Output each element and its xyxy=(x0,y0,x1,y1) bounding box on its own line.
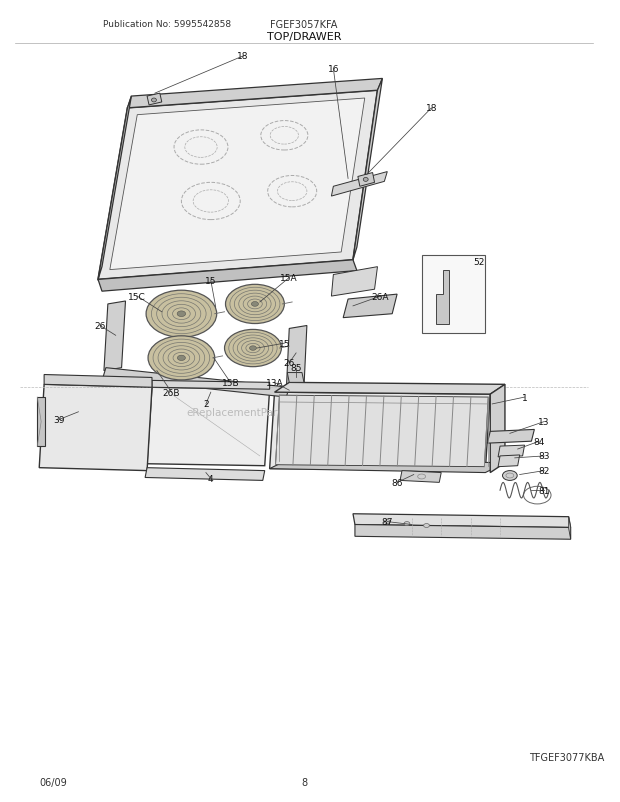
Text: 84: 84 xyxy=(534,437,545,446)
Polygon shape xyxy=(110,99,365,270)
Ellipse shape xyxy=(226,285,285,324)
Text: 81: 81 xyxy=(538,486,550,495)
Polygon shape xyxy=(98,91,378,280)
Polygon shape xyxy=(270,460,505,473)
Text: TOP/DRAWER: TOP/DRAWER xyxy=(267,32,341,43)
Polygon shape xyxy=(355,525,570,540)
Text: 85: 85 xyxy=(290,363,302,373)
Text: 8: 8 xyxy=(301,777,307,788)
Ellipse shape xyxy=(423,524,430,528)
Text: 15B: 15B xyxy=(221,379,239,387)
Polygon shape xyxy=(104,302,125,371)
Polygon shape xyxy=(332,172,388,196)
Polygon shape xyxy=(490,385,505,473)
Polygon shape xyxy=(343,295,397,318)
Ellipse shape xyxy=(148,336,215,380)
Text: 87: 87 xyxy=(381,517,393,526)
Polygon shape xyxy=(147,388,270,466)
Polygon shape xyxy=(147,94,162,106)
Text: eReplacementParts.com: eReplacementParts.com xyxy=(187,407,313,417)
Ellipse shape xyxy=(251,302,259,307)
Text: 83: 83 xyxy=(538,452,550,461)
Polygon shape xyxy=(128,79,383,109)
Polygon shape xyxy=(275,383,505,395)
Polygon shape xyxy=(103,368,290,398)
Text: 26A: 26A xyxy=(371,292,389,302)
Polygon shape xyxy=(275,395,489,467)
Ellipse shape xyxy=(224,330,281,367)
Text: 15: 15 xyxy=(205,277,216,286)
Polygon shape xyxy=(332,267,378,297)
Ellipse shape xyxy=(404,522,410,526)
Text: 15A: 15A xyxy=(280,273,298,282)
Ellipse shape xyxy=(177,356,185,361)
Polygon shape xyxy=(400,471,441,483)
Polygon shape xyxy=(498,456,520,467)
Polygon shape xyxy=(358,173,374,187)
Ellipse shape xyxy=(177,311,185,317)
Text: 86: 86 xyxy=(391,478,403,488)
Ellipse shape xyxy=(384,520,390,524)
Text: 18: 18 xyxy=(237,52,249,61)
Polygon shape xyxy=(286,326,307,391)
Text: 1: 1 xyxy=(521,393,528,402)
Polygon shape xyxy=(145,468,265,481)
Polygon shape xyxy=(37,398,45,447)
Text: 16: 16 xyxy=(327,65,339,74)
Polygon shape xyxy=(287,373,304,383)
Text: 52: 52 xyxy=(473,258,484,267)
Text: 13A: 13A xyxy=(266,379,283,387)
Text: 26: 26 xyxy=(94,322,105,330)
Text: 4: 4 xyxy=(208,474,214,484)
Polygon shape xyxy=(98,261,357,292)
Text: 82: 82 xyxy=(539,467,550,476)
Text: 15C: 15C xyxy=(128,292,146,302)
Text: 15: 15 xyxy=(278,339,290,348)
Polygon shape xyxy=(569,517,570,540)
Text: 26: 26 xyxy=(283,358,295,368)
Text: 26B: 26B xyxy=(163,388,180,397)
Polygon shape xyxy=(487,430,534,444)
Polygon shape xyxy=(353,514,570,528)
Polygon shape xyxy=(44,375,152,388)
Text: FGEF3057KFA: FGEF3057KFA xyxy=(270,19,338,30)
Ellipse shape xyxy=(363,178,368,182)
Polygon shape xyxy=(152,381,270,390)
Polygon shape xyxy=(98,97,131,280)
Text: 18: 18 xyxy=(426,104,437,113)
Bar xyxy=(422,256,485,334)
Text: TFGEF3077KBA: TFGEF3077KBA xyxy=(529,752,604,762)
Text: 39: 39 xyxy=(53,415,64,424)
Polygon shape xyxy=(353,79,383,261)
Polygon shape xyxy=(436,270,449,324)
Polygon shape xyxy=(498,446,525,457)
Text: 06/09: 06/09 xyxy=(39,777,67,788)
Ellipse shape xyxy=(502,471,517,481)
Polygon shape xyxy=(39,385,152,471)
Polygon shape xyxy=(270,393,490,471)
Ellipse shape xyxy=(250,346,257,350)
Ellipse shape xyxy=(151,99,156,103)
Text: 13: 13 xyxy=(538,418,550,427)
Ellipse shape xyxy=(146,291,216,338)
Text: 2: 2 xyxy=(203,400,209,409)
Text: Publication No: 5995542858: Publication No: 5995542858 xyxy=(103,20,231,29)
